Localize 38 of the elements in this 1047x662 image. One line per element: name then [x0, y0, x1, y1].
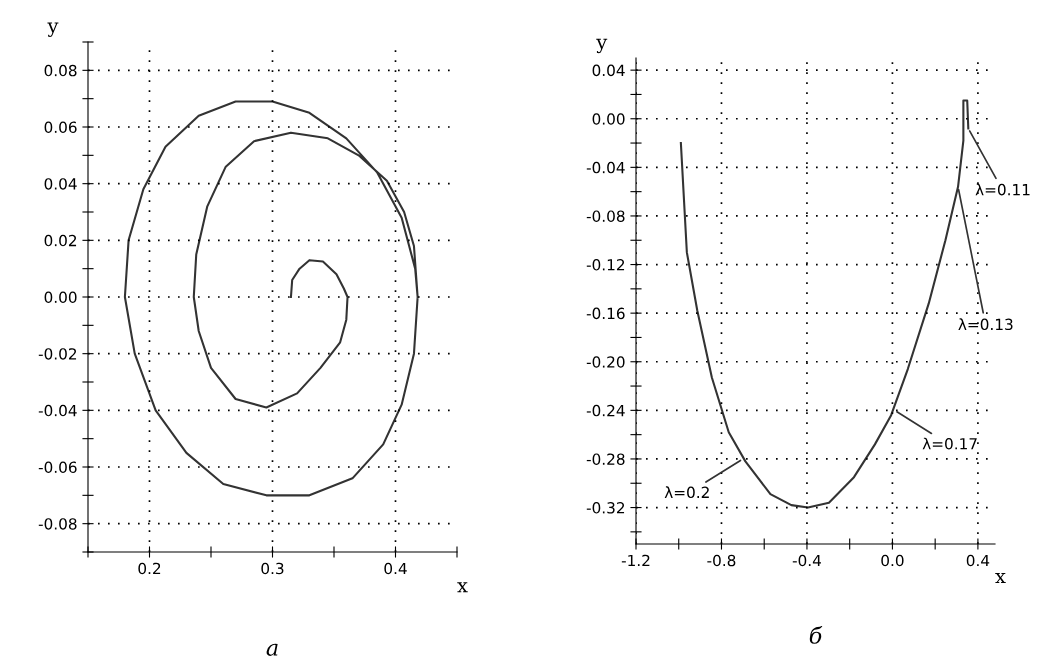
y-tick-label: -0.28 — [586, 453, 625, 465]
x-tick-label: -0.8 — [707, 554, 736, 567]
line-series — [123, 100, 419, 497]
annotation: λ=0.2 — [664, 486, 709, 499]
x-axis-title: x — [457, 582, 468, 593]
text: б — [809, 626, 823, 644]
x-tick-label: 0.2 — [138, 562, 161, 575]
y-tick-label: -0.04 — [38, 404, 77, 417]
x-tick-label: 0.4 — [384, 562, 407, 575]
y-tick-label: 0.00 — [592, 113, 625, 125]
y-tick-label: 0.00 — [44, 291, 77, 304]
x-tick-label: -1.2 — [621, 554, 650, 567]
y-tick-label: -0.20 — [586, 356, 625, 368]
x-tick-label: 0.3 — [261, 562, 284, 575]
x-axis-title: x — [995, 572, 1006, 584]
y-tick-label: 0.04 — [592, 64, 625, 77]
x-tick-label: 0.0 — [881, 554, 904, 567]
y-axis-title: y — [596, 38, 608, 54]
y-tick-label: -0.24 — [586, 404, 625, 417]
y-tick-label: -0.16 — [586, 307, 625, 320]
annotation: λ=0.13 — [958, 318, 1013, 331]
y-tick-label: -0.04 — [586, 161, 625, 174]
y-tick-label: 0.04 — [44, 178, 77, 190]
y-tick-label: -0.06 — [38, 461, 77, 474]
y-tick-label: -0.08 — [586, 210, 625, 222]
y-tick-label: -0.12 — [586, 259, 625, 271]
y-axis-title: y — [47, 22, 59, 37]
annotation: λ=0.17 — [922, 437, 977, 450]
y-tick-label: 0.08 — [44, 64, 77, 77]
y-tick-label: 0.02 — [44, 234, 77, 247]
annotation: λ=0.11 — [975, 183, 1030, 196]
x-tick-label: -0.4 — [792, 554, 821, 567]
x-tick-label: 0.4 — [966, 554, 990, 567]
y-tick-label: -0.08 — [38, 518, 77, 530]
y-tick-label: -0.32 — [586, 502, 625, 514]
text: а — [266, 643, 278, 656]
y-tick-label: -0.02 — [38, 348, 77, 360]
y-tick-label: 0.06 — [44, 121, 77, 134]
